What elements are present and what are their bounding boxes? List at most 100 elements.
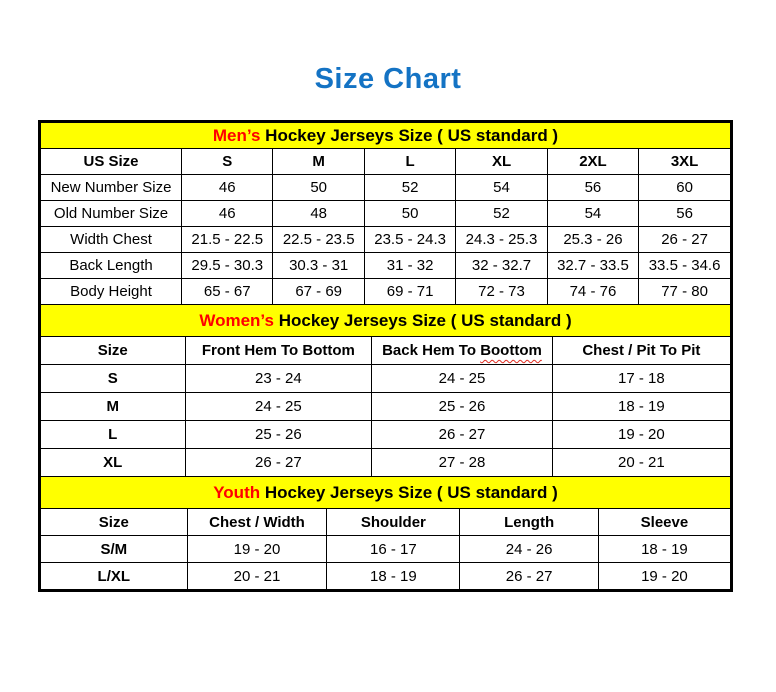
row-label-cell: New Number Size: [41, 174, 183, 201]
size-value-cell: 77 - 80: [638, 278, 730, 305]
size-value-cell: 22.5 - 23.5: [272, 226, 365, 253]
youth-section-header: Youth Hockey Jerseys Size ( US standard …: [41, 477, 730, 509]
size-value-cell: 16 - 17: [326, 535, 461, 563]
table-row: New Number Size 46 50 52 54 56 60: [41, 174, 730, 201]
column-header: Shoulder: [326, 508, 461, 536]
column-header: Sleeve: [597, 508, 730, 536]
size-value-cell: 33.5 - 34.6: [638, 252, 730, 279]
womens-section-header: Women’s Hockey Jerseys Size ( US standar…: [41, 305, 730, 337]
size-value-cell: 31 - 32: [363, 252, 457, 279]
row-label-cell: Body Height: [41, 278, 183, 305]
size-value-cell: 19 - 20: [186, 535, 328, 563]
mens-size-table: Men’s Hockey Jerseys Size ( US standard …: [41, 123, 730, 305]
section-band-row: Women’s Hockey Jerseys Size ( US standar…: [41, 305, 730, 337]
size-value-cell: 56: [638, 200, 730, 227]
section-band-row: Youth Hockey Jerseys Size ( US standard …: [41, 477, 730, 509]
size-value-cell: 25.3 - 26: [546, 226, 640, 253]
womens-accent-label: Women’s: [199, 310, 274, 330]
mens-section-header: Men’s Hockey Jerseys Size ( US standard …: [41, 123, 730, 149]
size-value-cell: 52: [455, 200, 548, 227]
size-value-cell: 24.3 - 25.3: [455, 226, 548, 253]
table-row: L 25 - 26 26 - 27 19 - 20: [41, 420, 730, 449]
table-row: Width Chest 21.5 - 22.5 22.5 - 23.5 23.5…: [41, 226, 730, 253]
column-header-back-hem: Back Hem To Boottom: [371, 336, 553, 365]
header-row: US Size S M L XL 2XL 3XL: [41, 148, 730, 175]
womens-title-label: Hockey Jerseys Size ( US standard ): [278, 310, 572, 330]
size-value-cell: 30.3 - 31: [272, 252, 365, 279]
size-value-cell: 27 - 28: [371, 448, 553, 477]
row-label-cell: S: [41, 364, 186, 393]
size-value-cell: 17 - 18: [551, 364, 730, 393]
size-value-cell: 74 - 76: [546, 278, 640, 305]
column-header: L: [363, 148, 457, 175]
size-value-cell: 19 - 20: [597, 562, 730, 589]
row-label-cell: M: [41, 392, 186, 421]
size-value-cell: 25 - 26: [184, 420, 373, 449]
column-header: US Size: [41, 148, 183, 175]
size-value-cell: 23 - 24: [184, 364, 373, 393]
size-chart-table: Men’s Hockey Jerseys Size ( US standard …: [38, 120, 733, 592]
row-label-cell: Width Chest: [41, 226, 183, 253]
row-label-cell: Back Length: [41, 252, 183, 279]
size-value-cell: 69 - 71: [363, 278, 457, 305]
column-header: Size: [41, 508, 188, 536]
column-header: M: [272, 148, 365, 175]
size-value-cell: 65 - 67: [181, 278, 274, 305]
size-value-cell: 50: [363, 200, 457, 227]
table-row: Old Number Size 46 48 50 52 54 56: [41, 200, 730, 227]
womens-size-table: Women’s Hockey Jerseys Size ( US standar…: [41, 305, 730, 477]
youth-title-label: Hockey Jerseys Size ( US standard ): [264, 482, 558, 502]
size-value-cell: 29.5 - 30.3: [181, 252, 274, 279]
size-value-cell: 72 - 73: [455, 278, 548, 305]
size-value-cell: 26 - 27: [371, 420, 553, 449]
size-value-cell: 24 - 25: [184, 392, 373, 421]
size-value-cell: 54: [455, 174, 548, 201]
row-label-cell: L/XL: [41, 562, 188, 589]
size-value-cell: 18 - 19: [326, 562, 461, 589]
size-value-cell: 32.7 - 33.5: [546, 252, 640, 279]
youth-size-table: Youth Hockey Jerseys Size ( US standard …: [41, 477, 730, 589]
column-header: XL: [455, 148, 548, 175]
size-value-cell: 48: [272, 200, 365, 227]
size-value-cell: 50: [272, 174, 365, 201]
row-label-cell: L: [41, 420, 186, 449]
mens-title-label: Hockey Jerseys Size ( US standard ): [265, 125, 559, 145]
size-value-cell: 20 - 21: [551, 448, 730, 477]
column-header: 2XL: [546, 148, 640, 175]
row-label-cell: S/M: [41, 535, 188, 563]
size-value-cell: 54: [546, 200, 640, 227]
size-value-cell: 19 - 20: [551, 420, 730, 449]
table-row: M 24 - 25 25 - 26 18 - 19: [41, 392, 730, 421]
table-row: XL 26 - 27 27 - 28 20 - 21: [41, 448, 730, 477]
page-title: Size Chart: [314, 63, 462, 95]
size-value-cell: 18 - 19: [551, 392, 730, 421]
column-header: Chest / Pit To Pit: [551, 336, 730, 365]
column-header: Size: [41, 336, 186, 365]
size-value-cell: 21.5 - 22.5: [181, 226, 274, 253]
table-row: S 23 - 24 24 - 25 17 - 18: [41, 364, 730, 393]
size-value-cell: 24 - 25: [371, 364, 553, 393]
table-row: S/M 19 - 20 16 - 17 24 - 26 18 - 19: [41, 535, 730, 563]
header-row: Size Front Hem To Bottom Back Hem To Boo…: [41, 336, 730, 365]
size-value-cell: 20 - 21: [186, 562, 328, 589]
column-header: Length: [459, 508, 599, 536]
mens-accent-label: Men’s: [212, 125, 261, 145]
youth-accent-label: Youth: [213, 482, 261, 502]
size-value-cell: 67 - 69: [272, 278, 365, 305]
back-hem-misspelled-word: Boottom: [480, 342, 542, 359]
size-value-cell: 26 - 27: [638, 226, 730, 253]
table-row: Body Height 65 - 67 67 - 69 69 - 71 72 -…: [41, 278, 730, 305]
row-label-cell: Old Number Size: [41, 200, 183, 227]
column-header: 3XL: [638, 148, 730, 175]
size-value-cell: 56: [546, 174, 640, 201]
row-label-cell: XL: [41, 448, 186, 477]
size-value-cell: 46: [181, 174, 274, 201]
column-header: Front Hem To Bottom: [184, 336, 373, 365]
column-header: Chest / Width: [186, 508, 328, 536]
column-header: S: [181, 148, 274, 175]
size-value-cell: 23.5 - 24.3: [363, 226, 457, 253]
size-value-cell: 26 - 27: [459, 562, 599, 589]
header-row: Size Chest / Width Shoulder Length Sleev…: [41, 508, 730, 536]
size-value-cell: 18 - 19: [597, 535, 730, 563]
size-value-cell: 46: [181, 200, 274, 227]
